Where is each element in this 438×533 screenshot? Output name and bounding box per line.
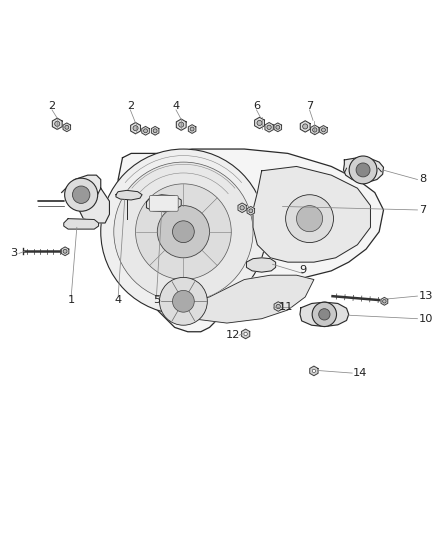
Circle shape	[356, 163, 370, 177]
Circle shape	[319, 309, 330, 320]
Text: 9: 9	[300, 265, 307, 275]
Polygon shape	[146, 195, 181, 212]
Circle shape	[240, 206, 244, 210]
Polygon shape	[253, 166, 371, 262]
Circle shape	[114, 162, 253, 301]
Polygon shape	[247, 206, 254, 215]
Circle shape	[135, 184, 231, 279]
Text: 6: 6	[253, 101, 260, 111]
Text: 4: 4	[115, 295, 122, 305]
Text: 3: 3	[10, 248, 18, 259]
Polygon shape	[265, 123, 273, 132]
Text: 11: 11	[279, 302, 293, 311]
Polygon shape	[142, 126, 149, 135]
Circle shape	[383, 300, 386, 303]
Circle shape	[313, 128, 317, 132]
Polygon shape	[300, 302, 349, 327]
Circle shape	[297, 206, 323, 232]
Circle shape	[286, 195, 333, 243]
Polygon shape	[381, 297, 388, 305]
Text: 1: 1	[67, 295, 75, 305]
Text: 5: 5	[153, 295, 160, 305]
Circle shape	[349, 156, 377, 184]
Text: 8: 8	[419, 174, 427, 184]
Polygon shape	[152, 126, 159, 135]
Polygon shape	[274, 302, 283, 311]
Circle shape	[63, 249, 67, 253]
Circle shape	[72, 186, 90, 204]
Text: 10: 10	[419, 314, 434, 324]
Circle shape	[179, 122, 184, 127]
Text: 7: 7	[306, 101, 313, 111]
Circle shape	[267, 125, 271, 130]
Circle shape	[159, 277, 207, 325]
Circle shape	[312, 369, 315, 373]
Text: 2: 2	[127, 101, 134, 111]
Circle shape	[244, 332, 247, 336]
Circle shape	[144, 129, 148, 133]
Circle shape	[190, 127, 194, 131]
FancyBboxPatch shape	[149, 196, 178, 211]
Polygon shape	[166, 275, 314, 323]
Polygon shape	[310, 366, 318, 376]
Polygon shape	[238, 203, 246, 213]
Polygon shape	[247, 258, 276, 272]
Text: 2: 2	[49, 101, 56, 111]
Circle shape	[101, 149, 266, 314]
Text: 13: 13	[419, 291, 434, 301]
Circle shape	[303, 124, 308, 129]
Circle shape	[65, 125, 69, 130]
Text: 4: 4	[173, 101, 180, 111]
Text: 12: 12	[226, 330, 240, 340]
Polygon shape	[64, 219, 99, 229]
Polygon shape	[188, 125, 196, 133]
Circle shape	[312, 302, 336, 327]
Text: 7: 7	[419, 205, 427, 215]
Circle shape	[173, 290, 194, 312]
Circle shape	[257, 120, 262, 125]
Circle shape	[55, 122, 60, 126]
Polygon shape	[118, 149, 384, 332]
Polygon shape	[320, 126, 327, 134]
Polygon shape	[63, 123, 71, 132]
Polygon shape	[177, 119, 186, 131]
Circle shape	[321, 128, 325, 132]
Circle shape	[65, 178, 98, 211]
Circle shape	[276, 304, 280, 309]
Text: 14: 14	[353, 368, 367, 378]
Circle shape	[276, 125, 280, 130]
Polygon shape	[61, 247, 69, 256]
Polygon shape	[53, 118, 62, 130]
Circle shape	[249, 209, 253, 213]
Circle shape	[157, 206, 209, 258]
Circle shape	[153, 129, 157, 133]
Polygon shape	[300, 121, 310, 132]
Circle shape	[133, 126, 138, 131]
Circle shape	[173, 221, 194, 243]
Polygon shape	[62, 175, 110, 223]
Polygon shape	[241, 329, 250, 338]
Polygon shape	[254, 117, 265, 128]
Polygon shape	[343, 158, 384, 182]
Polygon shape	[131, 123, 141, 134]
Polygon shape	[274, 123, 282, 132]
Polygon shape	[116, 190, 142, 200]
Polygon shape	[311, 125, 319, 135]
